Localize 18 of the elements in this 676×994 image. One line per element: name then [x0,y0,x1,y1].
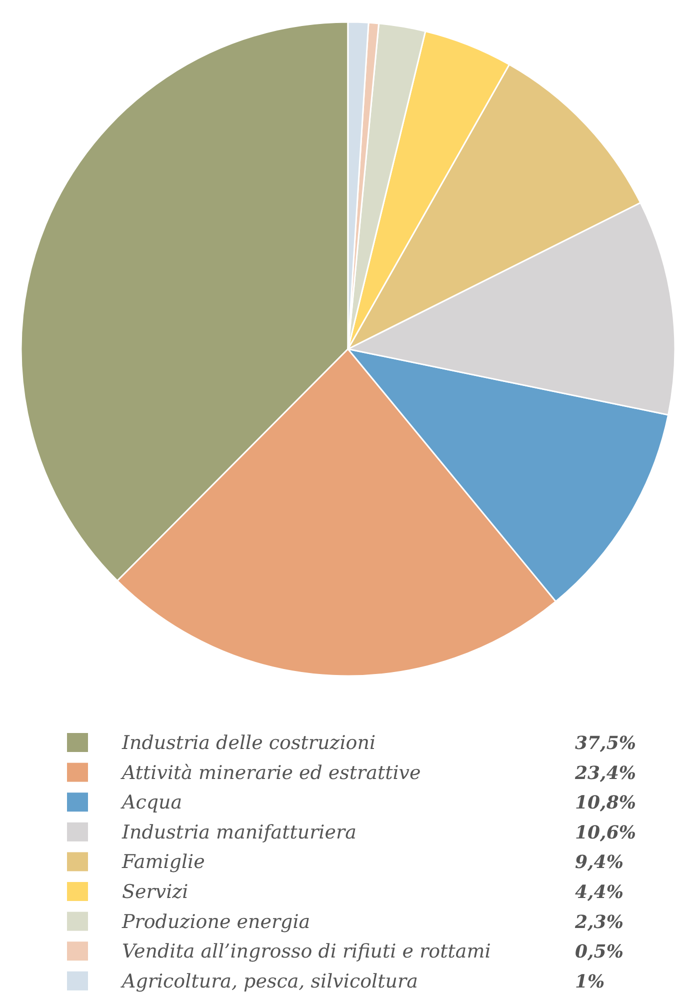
data-label: 9,4% [575,852,624,874]
data-label: 10,6% [575,822,636,844]
data-label: 1% [575,971,605,992]
data-label: 2,3% [574,912,624,933]
data-label: 37,5% [575,733,636,754]
data-label: 0,5% [575,942,624,963]
legend-label: Servizi [122,881,188,903]
data-label: 10,8% [575,792,636,814]
data-label: 4,4% [575,882,624,903]
legend-label: Industria delle costruzioni [121,732,376,754]
data-label: 23,4% [574,762,636,784]
legend-label: Attività minerarie ed estrattive [120,762,421,784]
legend-label: Industria manifatturiera [121,821,356,844]
legend-label: Vendita all’ingrosso di rifiuti e rottami [122,940,491,963]
legend-label: Famiglie [121,851,205,874]
legend-label: Agricoltura, pesca, silvicoltura [120,970,418,992]
legend-label: Acqua [120,792,182,814]
legend-label: Produzione energia [121,910,310,933]
